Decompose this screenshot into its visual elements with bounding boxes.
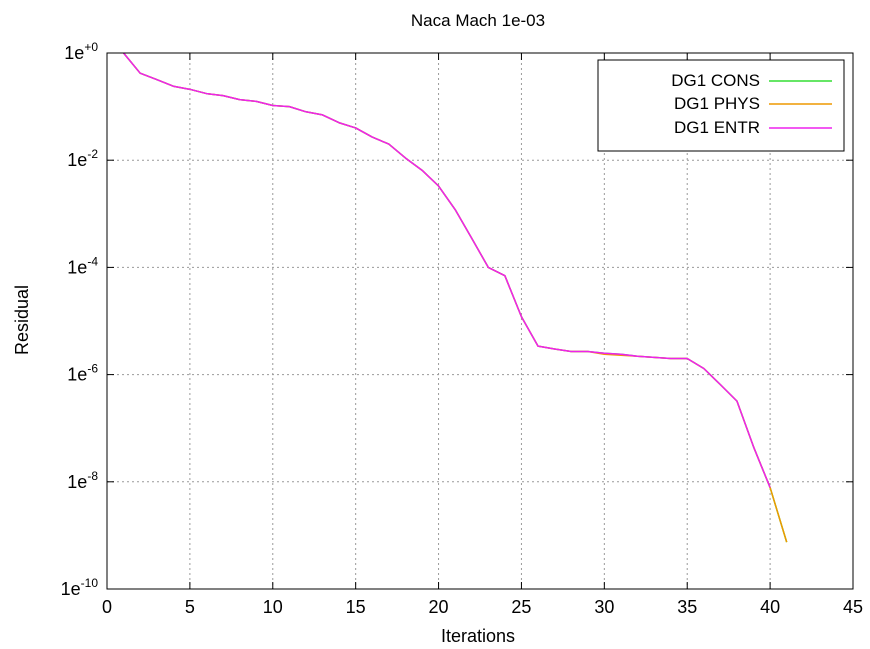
plot-frame (106, 52, 854, 590)
chart-title: Naca Mach 1e-03 (411, 11, 545, 30)
y-tick-labels: 1e+0 1e-2 1e-4 1e-6 1e-8 1e-10 (61, 40, 99, 599)
y-tick-label: 1e+0 (64, 40, 98, 63)
x-tick-label: 0 (102, 597, 112, 617)
legend-label-phys: DG1 PHYS (674, 94, 760, 113)
y-tick-label: 1e-4 (67, 254, 98, 277)
grid-lines (107, 53, 853, 589)
x-tick-label: 35 (677, 597, 697, 617)
x-tick-label: 10 (263, 597, 283, 617)
y-axis-title: Residual (12, 285, 32, 355)
legend-box (597, 59, 845, 152)
series-line-dg1-entr (123, 53, 771, 488)
y-tick-label: 1e-8 (67, 469, 98, 492)
x-tick-label: 40 (760, 597, 780, 617)
axis-ticks (106, 52, 854, 590)
x-tick-label: 30 (594, 597, 614, 617)
y-tick-label: 1e-6 (67, 362, 98, 385)
y-tick-label: 1e-2 (67, 147, 98, 170)
legend-label-cons: DG1 CONS (671, 71, 760, 90)
x-tick-label: 20 (429, 597, 449, 617)
x-tick-labels: 0 5 10 15 20 25 30 35 40 45 (102, 597, 863, 617)
x-tick-label: 45 (843, 597, 863, 617)
legend-label-entr: DG1 ENTR (674, 118, 760, 137)
x-tick-label: 25 (511, 597, 531, 617)
legend: DG1 CONS DG1 PHYS DG1 ENTR (597, 59, 845, 152)
series-lines (123, 53, 788, 543)
x-tick-label: 15 (346, 597, 366, 617)
y-tick-label: 1e-10 (61, 576, 99, 599)
x-tick-label: 5 (185, 597, 195, 617)
x-axis-title: Iterations (441, 626, 515, 646)
